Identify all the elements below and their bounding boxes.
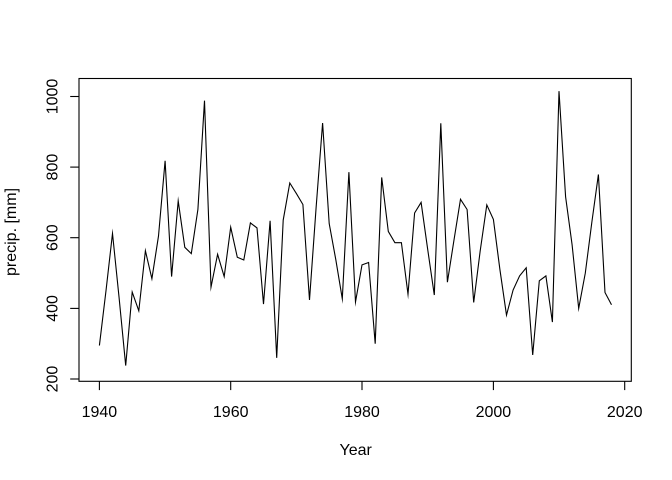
- svg-text:2000: 2000: [476, 404, 512, 421]
- svg-text:1000: 1000: [45, 79, 62, 115]
- svg-text:400: 400: [45, 295, 62, 322]
- svg-text:800: 800: [45, 154, 62, 181]
- svg-text:600: 600: [45, 224, 62, 251]
- svg-text:precip. [mm]: precip. [mm]: [3, 188, 20, 276]
- svg-text:1980: 1980: [344, 404, 380, 421]
- svg-text:Year: Year: [340, 442, 373, 459]
- svg-text:1960: 1960: [213, 404, 249, 421]
- svg-text:1940: 1940: [82, 404, 118, 421]
- svg-text:2020: 2020: [607, 404, 643, 421]
- svg-text:200: 200: [45, 366, 62, 393]
